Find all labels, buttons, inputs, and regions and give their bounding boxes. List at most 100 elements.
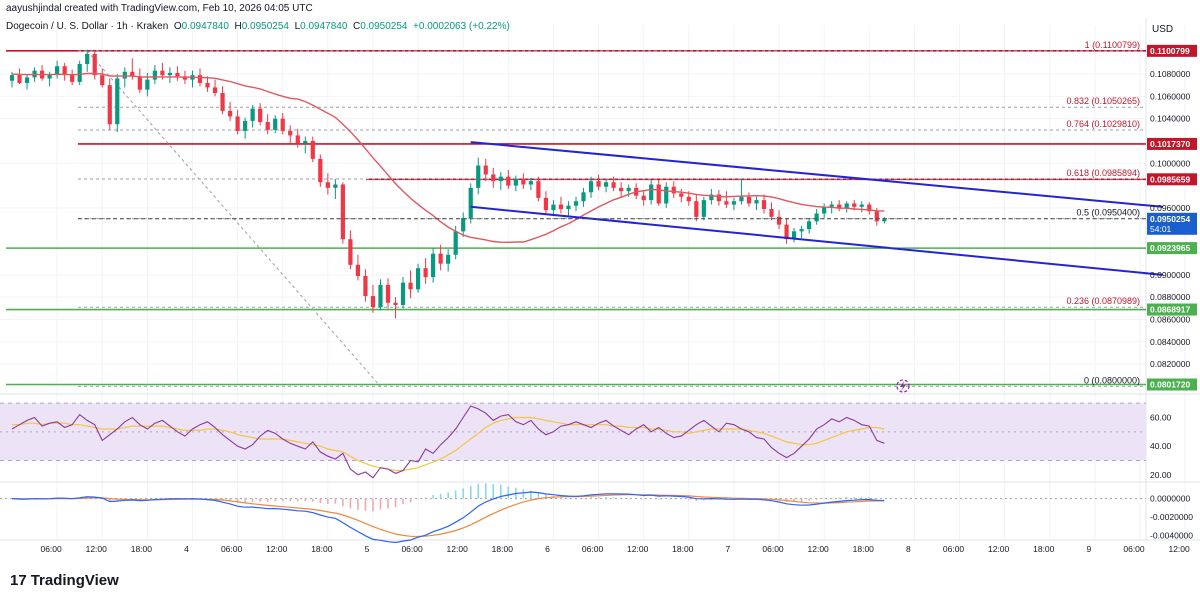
- candle-body-1: [17, 75, 22, 83]
- candle-body-58: [446, 254, 451, 264]
- price-tick-4: 0.0960000: [1150, 203, 1190, 213]
- candle-body-64: [491, 174, 496, 182]
- currency-label[interactable]: USD: [1152, 24, 1174, 35]
- last-price-tag: [1147, 212, 1197, 235]
- candle-body-103: [784, 224, 789, 240]
- candle-body-91: [694, 201, 699, 217]
- candle-body-69: [528, 181, 533, 185]
- time-label-14: 18:00: [672, 544, 694, 554]
- time-label-24: 06:00: [1123, 544, 1145, 554]
- time-label-20: 06:00: [943, 544, 965, 554]
- flash-icon[interactable]: [896, 379, 910, 393]
- price-axis[interactable]: 0.1080000 0.1060000 0.1040000 0.1000000 0.09…: [1147, 44, 1197, 541]
- fib-label-3: 0.618 (0.0985894): [1066, 168, 1140, 178]
- candle-body-19: [152, 70, 157, 80]
- candle-body-27: [212, 87, 218, 94]
- candle-body-53: [408, 282, 413, 290]
- candle-body-76: [581, 192, 586, 202]
- candle-body-45: [348, 239, 353, 265]
- candle-body-39: [303, 140, 308, 144]
- time-label-21: 12:00: [988, 544, 1010, 554]
- price-tick-3: 0.1000000: [1150, 158, 1190, 168]
- time-label-12: 06:00: [582, 544, 604, 554]
- candle-body-7: [62, 66, 67, 76]
- candle-body-95: [724, 201, 729, 205]
- candle-body-116: [882, 219, 887, 222]
- symbol-name[interactable]: Dogecoin / U. S. Dollar · 1h · Kraken: [6, 21, 169, 32]
- tradingview-brand: TradingView: [30, 571, 119, 589]
- candle-body-98: [746, 196, 752, 204]
- open-value: 0.0947840: [181, 21, 229, 32]
- level-tag-text-0: 0.1100799: [1150, 46, 1190, 56]
- rsi-band-fill: [0, 403, 1146, 461]
- candle-body-70: [536, 181, 541, 198]
- candle-body-74: [566, 205, 571, 210]
- time-label-9: 12:00: [447, 544, 469, 554]
- candle-body-75: [573, 201, 579, 206]
- candle-body-62: [476, 165, 481, 188]
- candle-body-77: [588, 181, 594, 193]
- candle-body-89: [679, 193, 684, 197]
- candle-body-36: [280, 118, 285, 131]
- candle-body-54: [415, 268, 421, 290]
- candle-body-88: [671, 186, 676, 194]
- time-label-23: 9: [1087, 544, 1092, 554]
- candle-body-8: [70, 75, 75, 82]
- fibonacci-retracement[interactable]: 1 (0.1100799) 0.832 (0.1050265) 0.764 (0.1…: [78, 40, 1146, 387]
- candle-body-97: [739, 196, 744, 202]
- candle-body-109: [829, 204, 834, 207]
- candle-body-31: [243, 120, 248, 131]
- time-label-18: 18:00: [853, 544, 875, 554]
- candle-body-86: [656, 184, 661, 204]
- price-tick-5: 0.0900000: [1150, 270, 1190, 280]
- candle-body-106: [807, 221, 812, 230]
- candle-body-60: [461, 217, 466, 232]
- candle-body-12: [100, 75, 105, 86]
- time-label-3: 4: [184, 544, 189, 554]
- candle-body-28: [220, 93, 225, 111]
- price-tick-8: 0.0840000: [1150, 337, 1190, 347]
- change-value: +0.0002063 (+0.22%): [413, 21, 510, 32]
- time-label-16: 06:00: [762, 544, 784, 554]
- candle-body-44: [340, 184, 345, 240]
- level-tag-2: [1147, 173, 1197, 186]
- candle-body-81: [619, 187, 624, 192]
- candle-body-40: [310, 140, 315, 159]
- flash-icon-bolt: [900, 381, 906, 391]
- time-label-0: 06:00: [40, 544, 62, 554]
- time-label-17: 12:00: [808, 544, 830, 554]
- candle-body-21: [167, 72, 173, 76]
- macd-line: [11, 491, 885, 544]
- descending-channel[interactable]: [470, 141, 1163, 276]
- time-label-4: 06:00: [221, 544, 243, 554]
- candle-body-87: [664, 186, 669, 204]
- candle-body-115: [874, 211, 879, 222]
- candle-body-93: [709, 194, 714, 201]
- candle-body-57: [438, 253, 443, 264]
- candle-body-67: [513, 178, 518, 186]
- candle-body-2: [24, 77, 30, 83]
- candle-body-51: [393, 302, 398, 305]
- candle-body-73: [558, 204, 564, 210]
- candle-body-59: [453, 231, 458, 255]
- price-tick-1: 0.1060000: [1150, 91, 1190, 101]
- candle-body-9: [77, 64, 82, 82]
- candles: [9, 49, 887, 319]
- candle-body-100: [761, 200, 767, 210]
- moving-average: [11, 72, 885, 244]
- level-tag-text-2: 0.0985659: [1150, 174, 1190, 184]
- candle-body-55: [423, 268, 428, 278]
- level-tag-text-3: 0.0923965: [1150, 243, 1190, 253]
- candle-body-101: [769, 209, 774, 217]
- macd-tick-2: -0.0040000: [1150, 530, 1193, 540]
- horizontal-levels[interactable]: [6, 50, 1146, 386]
- level-tag-5: [1147, 378, 1197, 391]
- grid: [0, 25, 1186, 540]
- candle-body-18: [145, 79, 150, 90]
- candle-body-22: [175, 72, 180, 77]
- candle-body-114: [867, 204, 872, 212]
- tradingview-logo[interactable]: 17 TradingView: [10, 570, 119, 590]
- candle-body-102: [776, 216, 782, 225]
- time-axis[interactable]: 06:00 12:00 18:00 4 06:00 12:00 18:00 5 06:00 12:…: [40, 544, 1200, 554]
